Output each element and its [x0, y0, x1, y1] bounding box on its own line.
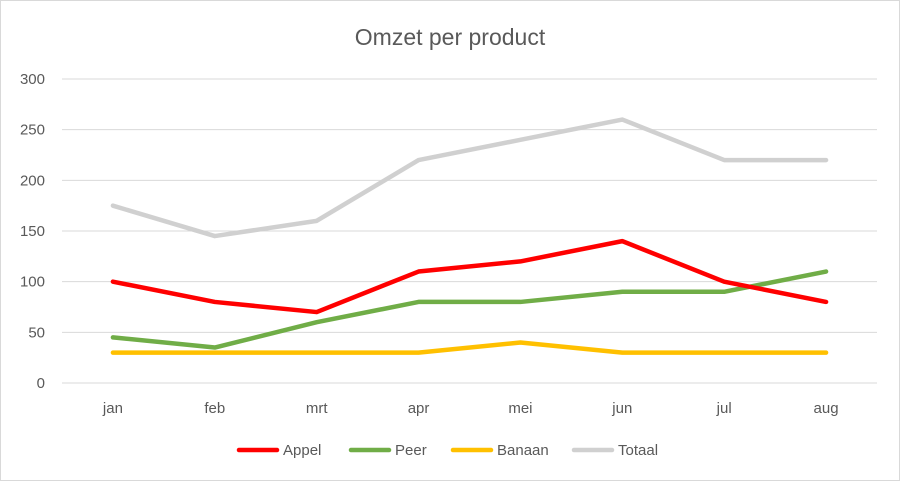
legend-label: Totaal — [618, 442, 658, 459]
gridlines — [62, 78, 877, 384]
x-tick-label: feb — [204, 400, 225, 417]
y-tick-label: 200 — [20, 172, 45, 189]
x-tick-label: mei — [508, 400, 532, 417]
x-tick-label: jan — [102, 400, 123, 417]
legend-item-banaan: Banaan — [450, 442, 549, 459]
x-axis-ticks: jan feb mrt apr mei jun jul aug — [102, 400, 839, 417]
series-line-appel — [110, 238, 829, 315]
legend-label: Banaan — [497, 442, 549, 459]
y-axis-ticks: 0 50 100 150 200 250 300 — [20, 71, 45, 392]
legend-item-peer: Peer — [348, 442, 427, 459]
series-line-peer — [110, 269, 829, 350]
y-tick-label: 150 — [20, 223, 45, 240]
y-tick-label: 100 — [20, 274, 45, 291]
x-tick-label: jun — [611, 400, 632, 417]
x-tick-label: jul — [716, 400, 732, 417]
legend-label: Peer — [395, 442, 427, 459]
x-tick-label: aug — [814, 400, 839, 417]
y-tick-label: 50 — [28, 324, 45, 341]
legend-item-totaal: Totaal — [571, 442, 658, 459]
legend-label: Appel — [283, 442, 321, 459]
legend: Appel Peer Banaan Totaal — [236, 442, 658, 459]
legend-item-appel: Appel — [236, 442, 321, 459]
x-tick-label: apr — [408, 400, 430, 417]
series-line-totaal — [110, 117, 829, 239]
series-line-banaan — [110, 340, 829, 355]
y-tick-label: 250 — [20, 122, 45, 139]
x-tick-label: mrt — [306, 400, 328, 417]
y-tick-label: 0 — [37, 375, 45, 392]
y-tick-label: 300 — [20, 71, 45, 88]
series-lines — [110, 117, 829, 355]
chart-title: Omzet per product — [355, 24, 546, 50]
